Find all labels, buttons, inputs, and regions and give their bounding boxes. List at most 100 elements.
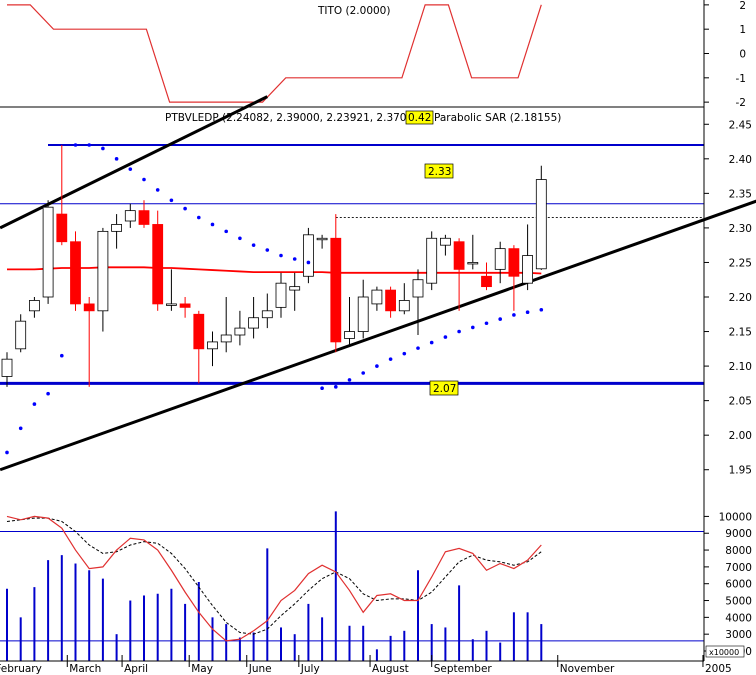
volume-panel: 1000090008000700060005000400030002000 x1… xyxy=(0,511,752,661)
sar-dot xyxy=(197,215,201,220)
candle-body-up xyxy=(371,289,383,305)
top-tick-label: -2 xyxy=(736,97,746,109)
volume-bars xyxy=(6,511,543,661)
x-tick-label: August xyxy=(372,663,409,675)
sar-dot xyxy=(210,222,215,227)
candle-body-up xyxy=(344,331,355,339)
top-y-ticks: 2 1 0 -1 -2 xyxy=(704,0,746,109)
sar-dot xyxy=(539,307,544,312)
change-badge-bg xyxy=(405,110,434,125)
moving-average-line xyxy=(7,266,542,275)
candle-body-up xyxy=(535,179,547,270)
top-tick-label: 1 xyxy=(739,24,746,36)
candle-body-down xyxy=(385,289,397,312)
candle-body-down xyxy=(330,237,342,343)
sar-dot xyxy=(443,335,448,339)
sar-dot xyxy=(183,206,187,211)
volume-tick-label: 3000 xyxy=(725,629,752,641)
level-label-high: 2.33 xyxy=(424,163,454,179)
sar-dot xyxy=(320,386,324,391)
sar-dot xyxy=(416,346,420,350)
candle-body-up xyxy=(439,237,451,246)
volume-tick-label: 10000 xyxy=(719,511,752,523)
candle-body-up xyxy=(412,279,424,298)
sar-dot xyxy=(402,351,407,356)
candle-body-up xyxy=(398,300,410,312)
sar-dot xyxy=(251,243,256,247)
candle-body-up xyxy=(165,303,177,306)
channel-line xyxy=(0,95,268,230)
sar-dot xyxy=(46,391,50,396)
level-label-high-bg xyxy=(424,163,454,179)
candle-body-up xyxy=(28,300,40,312)
candle-body-up xyxy=(426,237,438,284)
volume-tick-label: 6000 xyxy=(725,579,752,591)
sar-dot xyxy=(334,385,338,389)
sar-dot xyxy=(279,253,283,258)
top-tick-label: -1 xyxy=(736,73,746,85)
volume-levels xyxy=(0,531,704,642)
sar-dot xyxy=(347,378,352,382)
main-tick-label: 2.35 xyxy=(729,188,752,200)
candle-body-up xyxy=(15,320,27,350)
sar-dot xyxy=(429,340,434,345)
top-tick-label: 2 xyxy=(739,0,746,12)
candle-body-up xyxy=(111,224,122,232)
candle-body-up xyxy=(261,310,273,319)
change-badge: 0.42 xyxy=(408,112,431,124)
candle-body-up xyxy=(207,341,218,350)
sar-dot xyxy=(18,426,23,431)
candle-body-up xyxy=(467,262,479,265)
candle-body-up xyxy=(494,248,506,270)
sar-dot xyxy=(128,167,133,171)
candle-body-down xyxy=(138,210,150,225)
sar-dot xyxy=(512,313,516,317)
sar-dot xyxy=(498,317,503,321)
volume-tick-label: 7000 xyxy=(725,562,752,574)
sar-dot xyxy=(292,257,297,261)
price-title: PTBVLEDP (2.24082, 2.39000, 2.23921, 2.3… xyxy=(165,112,424,124)
oscillator-main-line xyxy=(6,515,542,642)
level-label-low: 2.07 xyxy=(429,380,459,396)
x-tick-label: September xyxy=(434,663,493,675)
sar-dot xyxy=(361,371,366,375)
x-tick-label: July xyxy=(300,663,320,675)
main-tick-label: 1.95 xyxy=(729,465,752,477)
sar-dot xyxy=(375,364,379,368)
sar-dot xyxy=(73,143,78,147)
candle-body-up xyxy=(302,234,314,277)
tito-series-line xyxy=(7,4,542,103)
main-tick-label: 2.00 xyxy=(729,430,752,442)
sar-dot xyxy=(484,321,489,326)
candlesticks xyxy=(1,145,547,387)
main-panel: 2.45 2.40 2.35 2.30 2.25 2.20 2.15 2.10 2.05 2.00… xyxy=(0,95,756,477)
sar-dot xyxy=(169,198,174,203)
sar-dot xyxy=(87,143,91,147)
volume-tick-label: 9000 xyxy=(725,528,752,540)
x-axis-labels: February March April May June July August Septe… xyxy=(0,655,732,675)
candle-body-up xyxy=(357,296,369,332)
sar-title: Parabolic SAR (2.18155) xyxy=(434,112,561,124)
sar-dot xyxy=(525,310,530,315)
volume-tick-label: 8000 xyxy=(725,545,752,557)
sar-dot xyxy=(238,236,242,241)
sar-dot xyxy=(471,325,475,330)
candle-body-up xyxy=(124,210,136,222)
candle-body-down xyxy=(508,248,520,277)
main-y-ticks: 2.45 2.40 2.35 2.30 2.25 2.20 2.15 2.10 2.05 2.00… xyxy=(704,119,752,477)
volume-unit: x10000 xyxy=(709,648,739,657)
top-tick-label: 0 xyxy=(739,49,746,61)
candle-body-up xyxy=(97,230,109,312)
candle-body-up xyxy=(42,206,54,298)
candle-body-up xyxy=(289,286,301,291)
candle-body-up xyxy=(316,237,328,241)
oscillator-signal-line xyxy=(6,517,542,635)
volume-tick-label: 5000 xyxy=(725,596,752,608)
sar-dot xyxy=(224,229,228,234)
candle-body-up xyxy=(275,282,287,308)
main-tick-label: 2.10 xyxy=(729,361,752,373)
candle-body-up xyxy=(522,255,533,284)
x-tick-label: May xyxy=(191,663,213,675)
candle-body-down xyxy=(152,224,164,305)
